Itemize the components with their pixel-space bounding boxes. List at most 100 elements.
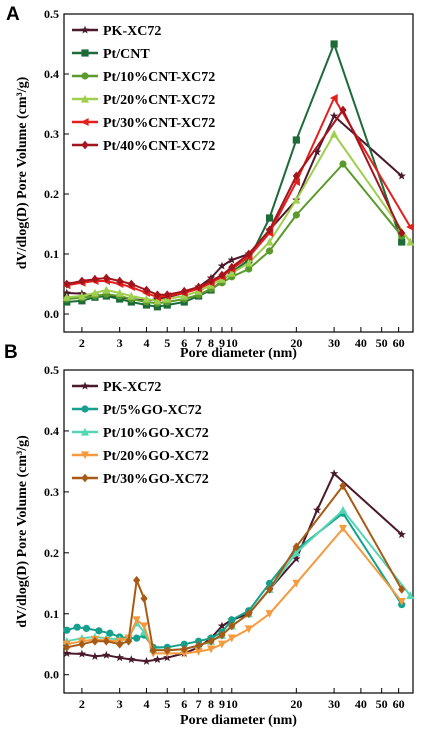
x-tick-label: 3 [117,697,123,711]
data-point [218,270,226,280]
data-point [292,548,301,557]
series-Pt/40%CNT-XC72 [63,105,406,300]
data-point [142,285,151,295]
data-point [265,584,274,594]
data-point [102,636,110,646]
data-point [142,656,151,665]
y-tick-label: 0.5 [44,7,59,21]
y-tick-label: 0.1 [44,607,59,621]
legend: PK-XC72 Pt/5%GO-XC72 Pt/10%GO-XC72 Pt/20%GO… [72,380,209,487]
data-point [227,255,236,264]
data-point [180,649,189,658]
x-tick-label: 4 [143,336,149,350]
data-point [62,288,71,297]
legend-marker [81,451,89,460]
x-axis-title: Pore diameter (nm) [180,346,297,361]
data-point [339,160,347,168]
data-point [106,629,114,637]
data-point [140,594,148,603]
legend-item: PK-XC72 [72,24,161,39]
legend-label: Pt/20%GO-XC72 [103,449,209,464]
data-point [115,288,124,297]
x-tick-label: 30 [328,336,340,350]
legend-marker [81,49,89,57]
plot-frame [63,13,414,333]
data-point [62,648,71,657]
data-point [180,644,188,654]
data-point [102,650,111,659]
data-point [228,621,236,631]
legend-label: PK-XC72 [103,380,161,395]
data-point [142,294,151,303]
data-point [91,274,99,284]
data-point [207,276,215,286]
legend-marker [81,94,89,103]
x-tick-label: 20 [290,697,302,711]
series-line [66,163,403,305]
data-point [180,291,189,300]
data-point [132,616,141,625]
series-Pt/10%CNT-XC72 [63,160,406,307]
data-point [330,40,338,48]
data-point [339,105,347,115]
data-point [397,530,406,539]
data-point [292,579,301,588]
data-point [194,282,203,292]
data-point [127,655,136,664]
data-point [228,616,236,624]
data-point [292,211,300,219]
x-tick-label: 40 [355,336,367,350]
data-point [227,634,236,643]
legend-item: Pt/10%CNT-XC72 [72,70,215,85]
data-point [397,171,406,180]
series-Pt/5%GO-XC72 [63,509,406,651]
data-point [73,623,81,631]
data-point [406,591,415,600]
series-line [66,509,412,652]
panel-label: B [4,342,18,363]
legend-label: Pt/30%GO-XC72 [103,472,209,487]
data-point [133,634,141,642]
data-point [102,285,111,294]
data-point [338,524,347,533]
legend-item: Pt/CNT [72,47,150,62]
x-tick-label: 5 [164,336,170,350]
data-point [217,640,226,649]
data-point [95,627,103,635]
x-tick-label: 10 [226,697,238,711]
data-point [115,653,124,662]
legend-marker [81,72,89,80]
legend-label: Pt/CNT [103,47,150,62]
y-tick-label: 0.2 [44,187,59,201]
data-point [78,639,86,649]
x-tick-label: 50 [376,697,388,711]
data-point [398,238,406,246]
data-point [77,649,87,658]
x-tick-label: 3 [117,336,123,350]
data-point [153,296,162,305]
legend-item: Pt/40%CNT-XC72 [72,139,215,154]
legend-item: PK-XC72 [72,380,161,395]
data-point [244,258,253,267]
x-tick-label: 7 [196,336,202,350]
x-tick-label: 60 [393,697,405,711]
y-tick-label: 0.5 [44,363,59,377]
data-point [397,597,406,606]
legend-label: Pt/10%GO-XC72 [103,426,209,441]
x-axis-title: Pore diameter (nm) [180,713,297,728]
y-tick-label: 0.1 [44,247,59,261]
data-point [62,293,71,301]
y-tick-label: 0.3 [44,127,59,141]
data-point [292,554,301,563]
data-point [329,469,339,478]
data-point [245,609,253,619]
legend-item: Pt/5%GO-XC72 [72,403,202,418]
series-line [66,133,412,302]
x-tick-label: 2 [79,336,85,350]
data-point [265,610,274,618]
legend-marker [81,427,89,436]
x-tick-label: 8 [208,697,214,711]
data-point [78,276,86,286]
data-point [127,291,136,300]
data-point [265,247,274,255]
